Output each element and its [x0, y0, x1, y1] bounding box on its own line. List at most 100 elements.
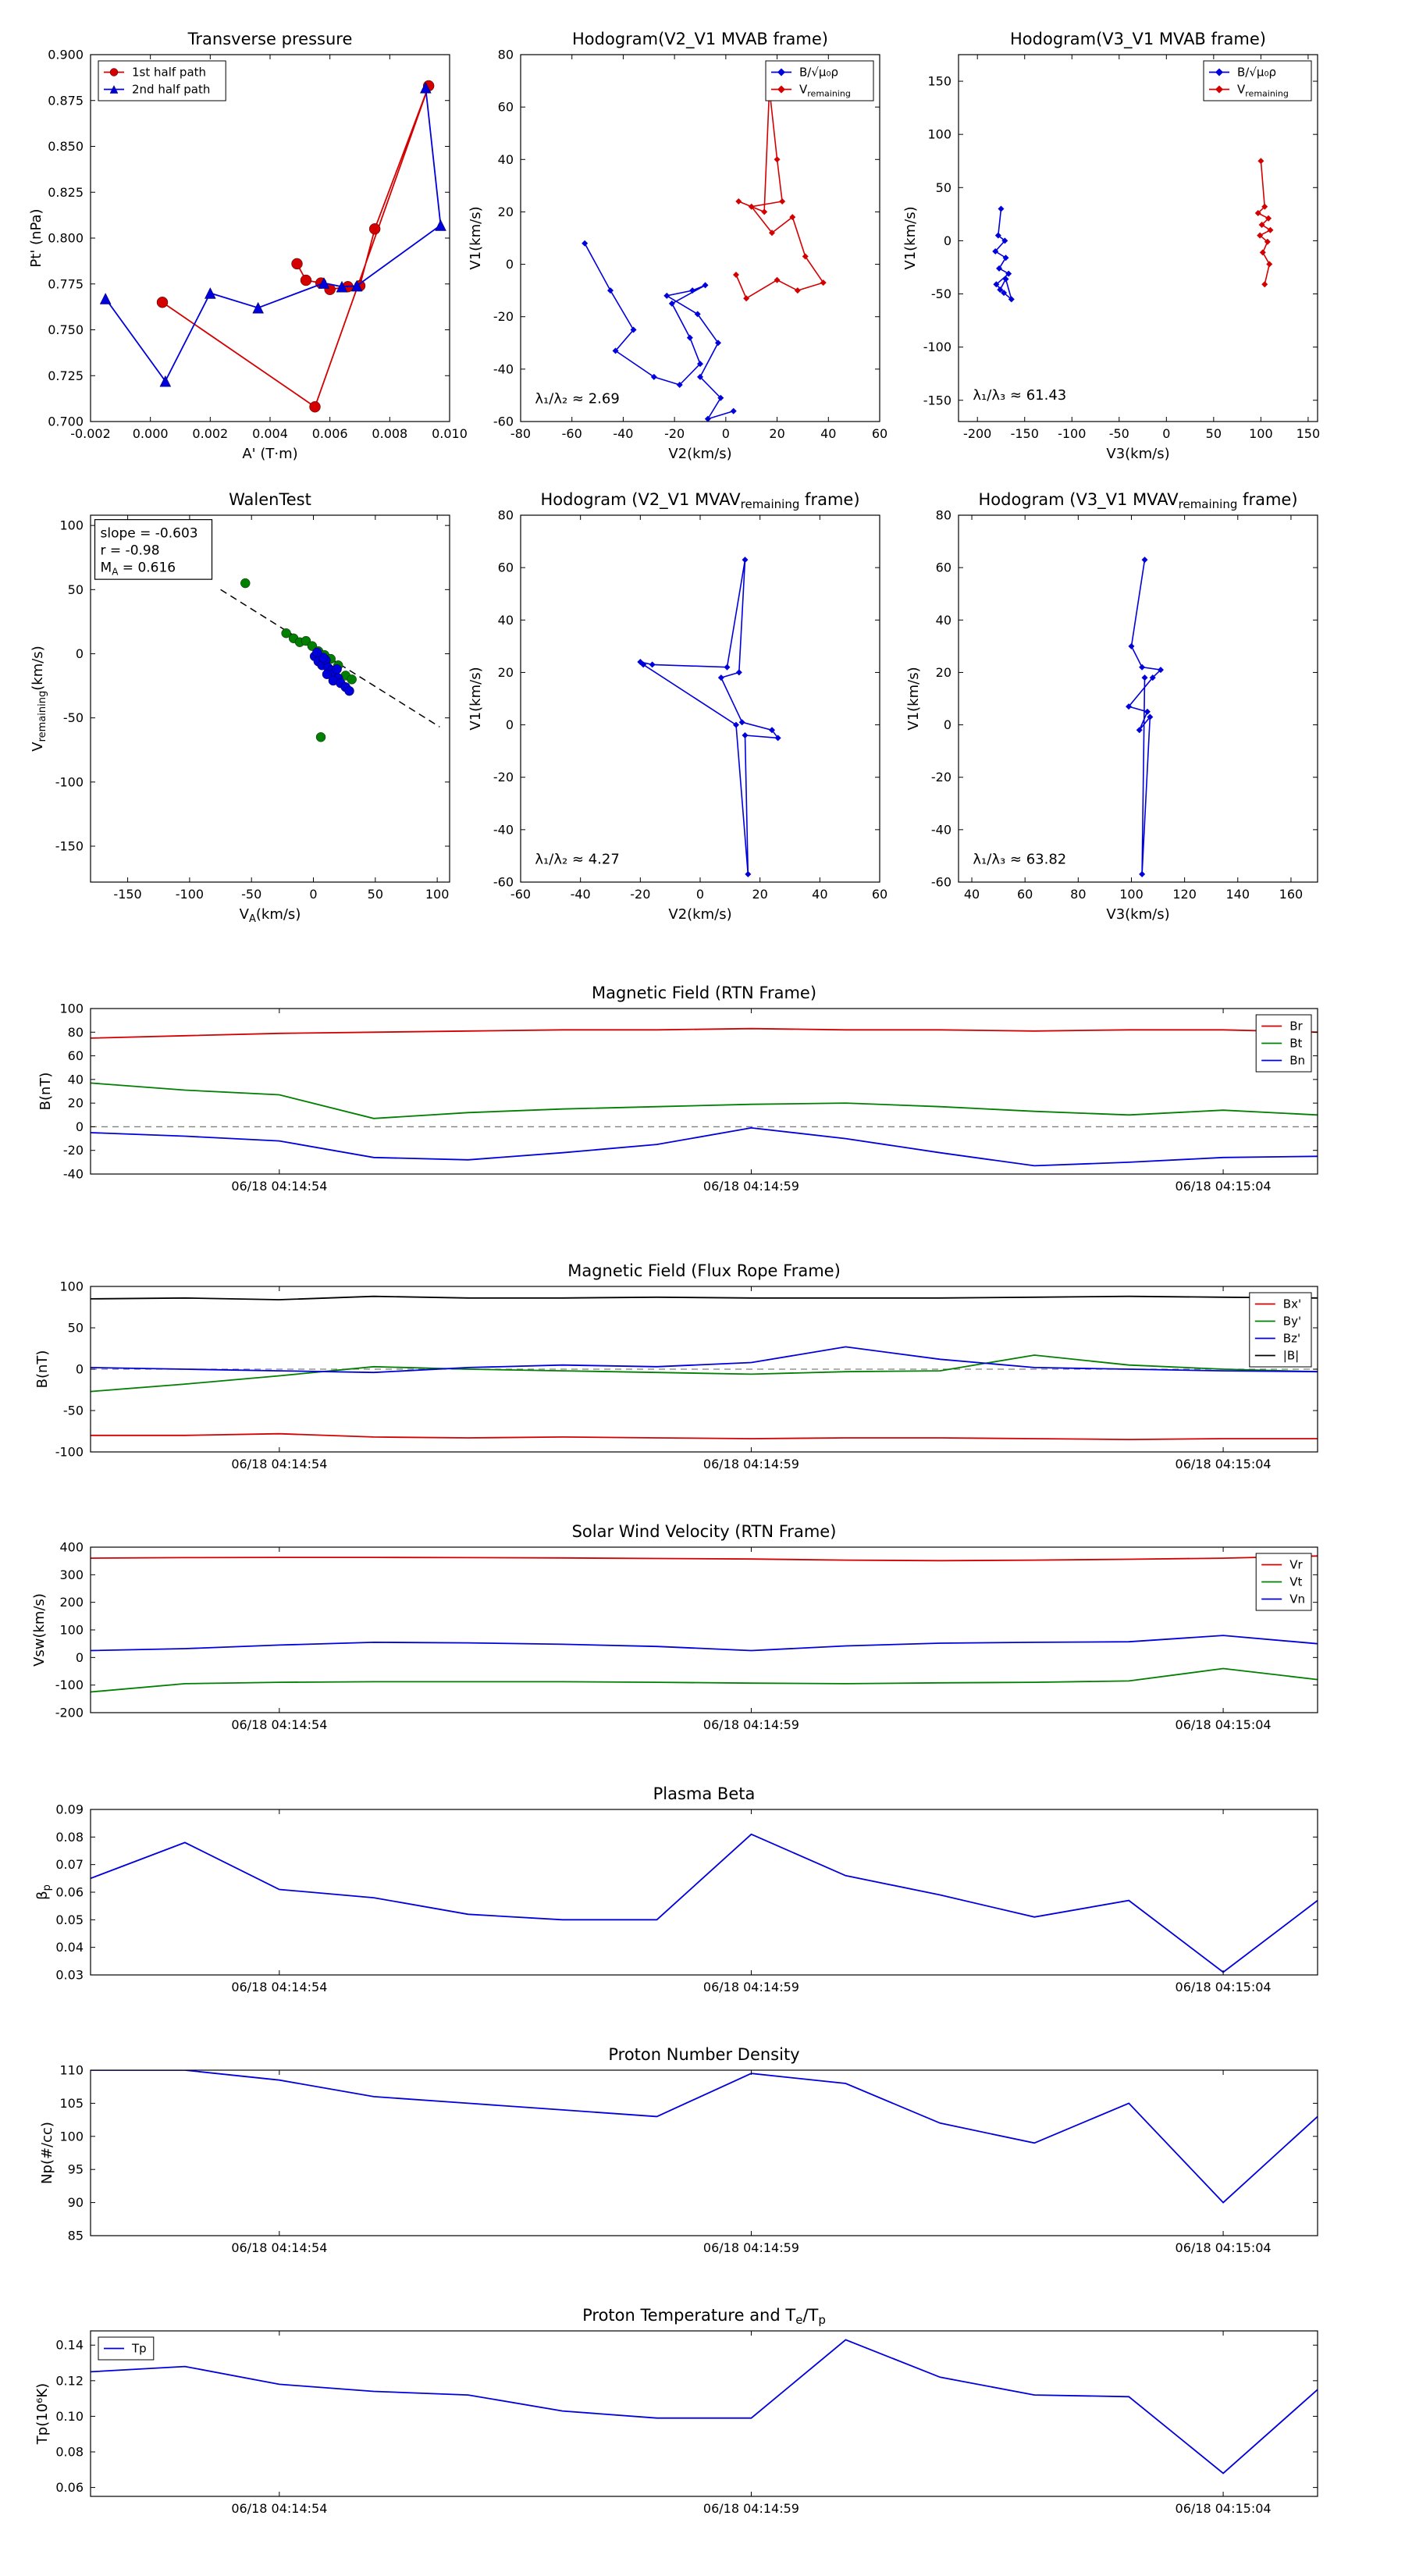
- svg-text:80: 80: [1070, 887, 1086, 902]
- svg-text:Vremaining: Vremaining: [799, 83, 851, 99]
- svg-text:160: 160: [1279, 887, 1304, 902]
- svg-text:0: 0: [722, 426, 730, 441]
- svg-text:Solar Wind Velocity (RTN Frame: Solar Wind Velocity (RTN Frame): [572, 1522, 837, 1541]
- svg-text:80: 80: [498, 48, 514, 62]
- svg-text:λ₁/λ₂ ≈ 2.69: λ₁/λ₂ ≈ 2.69: [535, 391, 619, 407]
- svg-text:-100: -100: [923, 340, 951, 354]
- svg-text:V1(km/s): V1(km/s): [902, 206, 919, 269]
- svg-text:Vt: Vt: [1289, 1575, 1302, 1589]
- svg-text:0: 0: [76, 1362, 84, 1377]
- chart-hodogram-v3v1-mvab: -200 -150 -100 -50 0 50 100 150 -150 -100 -50 0 50 10…: [896, 20, 1329, 464]
- chart-solar-wind-velocity: 06/18 04:14:54 06/18 04:14:59 06/18 04:15:…: [23, 1516, 1335, 1736]
- svg-text:0.002: 0.002: [192, 426, 228, 441]
- svg-text:20: 20: [936, 665, 951, 680]
- svg-text:120: 120: [1172, 887, 1197, 902]
- svg-text:Vremaining: Vremaining: [1237, 83, 1289, 99]
- svg-text:-100: -100: [176, 887, 204, 902]
- svg-text:0.06: 0.06: [55, 2480, 84, 2495]
- svg-text:0.03: 0.03: [55, 1968, 84, 1983]
- svg-text:-100: -100: [55, 1445, 84, 1460]
- svg-text:-40: -40: [493, 822, 514, 837]
- chart-proton-number-density: 06/18 04:14:54 06/18 04:14:59 06/18 04:15:…: [23, 2039, 1335, 2259]
- svg-text:-200: -200: [55, 1706, 84, 1720]
- svg-text:40: 40: [498, 613, 514, 628]
- svg-text:0.004: 0.004: [252, 426, 288, 441]
- svg-text:06/18 04:14:59: 06/18 04:14:59: [703, 1717, 799, 1732]
- svg-text:-50: -50: [241, 887, 261, 902]
- svg-text:Np(#/cc): Np(#/cc): [39, 2122, 55, 2184]
- svg-text:60: 60: [498, 560, 514, 575]
- svg-text:60: 60: [1017, 887, 1033, 902]
- svg-text:-40: -40: [613, 426, 633, 441]
- svg-text:60: 60: [936, 560, 951, 575]
- svg-text:06/18 04:14:59: 06/18 04:14:59: [703, 2240, 799, 2255]
- svg-text:0.09: 0.09: [55, 1802, 84, 1817]
- chart-magnetic-field-rtn: 06/18 04:14:54 06/18 04:14:59 06/18 04:15:…: [23, 977, 1335, 1197]
- svg-text:60: 60: [872, 887, 887, 902]
- svg-text:20: 20: [769, 426, 784, 441]
- svg-text:50: 50: [68, 582, 84, 597]
- svg-text:0.700: 0.700: [48, 415, 84, 429]
- svg-text:-50: -50: [1109, 426, 1129, 441]
- svg-text:06/18 04:15:04: 06/18 04:15:04: [1176, 1980, 1272, 1994]
- svg-text:0.05: 0.05: [55, 1912, 84, 1927]
- svg-text:r = -0.98: r = -0.98: [101, 543, 160, 559]
- svg-text:0.900: 0.900: [48, 48, 84, 62]
- svg-text:0.10: 0.10: [55, 2409, 84, 2424]
- svg-text:-60: -60: [562, 426, 582, 441]
- svg-text:Br: Br: [1289, 1019, 1303, 1034]
- svg-text:110: 110: [59, 2063, 84, 2078]
- svg-text:80: 80: [68, 1025, 84, 1040]
- chart-plasma-beta: 06/18 04:14:54 06/18 04:14:59 06/18 04:15:…: [23, 1778, 1335, 1998]
- svg-text:0.775: 0.775: [48, 276, 84, 291]
- svg-text:λ₁/λ₃ ≈ 61.43: λ₁/λ₃ ≈ 61.43: [973, 387, 1066, 404]
- svg-text:20: 20: [498, 665, 514, 680]
- svg-text:0.08: 0.08: [55, 2445, 84, 2460]
- svg-text:-40: -40: [493, 361, 514, 376]
- svg-text:V2(km/s): V2(km/s): [668, 446, 731, 462]
- svg-text:-40: -40: [931, 822, 951, 837]
- svg-text:Vremaining(km/s): Vremaining(km/s): [30, 646, 48, 751]
- svg-text:-150: -150: [1011, 426, 1039, 441]
- chart-hodogram-v3v1-mvav: 40 60 80 100 120 140 160 -60 -40 -20 0 20 40 60 80 Hodo…: [896, 480, 1329, 925]
- svg-text:Plasma Beta: Plasma Beta: [653, 1784, 756, 1803]
- svg-text:150: 150: [1297, 426, 1321, 441]
- svg-text:Proton Number Density: Proton Number Density: [608, 2045, 799, 2064]
- svg-text:06/18 04:14:59: 06/18 04:14:59: [703, 1179, 799, 1194]
- svg-text:50: 50: [1206, 426, 1222, 441]
- chart-hodogram-v2v1-mvav: -60 -40 -20 0 20 40 60 -60 -40 -20 0 20 40 60 80 Hodogr…: [458, 480, 891, 925]
- svg-text:-20: -20: [664, 426, 685, 441]
- svg-text:0: 0: [944, 717, 951, 732]
- svg-text:WalenTest: WalenTest: [229, 490, 311, 509]
- svg-text:0: 0: [76, 1650, 84, 1665]
- chart-proton-temperature: 06/18 04:14:54 06/18 04:14:59 06/18 04:15:…: [23, 2300, 1335, 2520]
- svg-text:-20: -20: [63, 1143, 84, 1158]
- svg-text:-60: -60: [493, 415, 514, 429]
- svg-text:0: 0: [309, 887, 317, 902]
- svg-text:Bx': Bx': [1283, 1297, 1301, 1311]
- svg-text:B/√μ₀ρ: B/√μ₀ρ: [1237, 66, 1276, 80]
- svg-text:By': By': [1283, 1315, 1301, 1329]
- svg-text:Proton Temperature and Te/Tp: Proton Temperature and Te/Tp: [582, 2306, 826, 2327]
- svg-text:Pt' (nPa): Pt' (nPa): [28, 208, 44, 267]
- svg-text:105: 105: [59, 2096, 84, 2111]
- svg-text:Bn: Bn: [1289, 1054, 1305, 1068]
- svg-text:0.14: 0.14: [55, 2338, 84, 2353]
- chart-transverse-pressure: -0.002 0.000 0.002 0.004 0.006 0.008 0.010 0.70…: [28, 20, 468, 464]
- svg-text:V2(km/s): V2(km/s): [668, 906, 731, 923]
- svg-text:Tp(10⁶K): Tp(10⁶K): [34, 2383, 51, 2445]
- svg-text:Tp: Tp: [131, 2342, 147, 2356]
- svg-text:0.750: 0.750: [48, 322, 84, 337]
- svg-text:0.06: 0.06: [55, 1885, 84, 1900]
- svg-text:20: 20: [68, 1096, 84, 1111]
- svg-text:0.850: 0.850: [48, 139, 84, 154]
- svg-text:0: 0: [506, 717, 514, 732]
- svg-text:0: 0: [76, 1119, 84, 1134]
- svg-text:06/18 04:14:59: 06/18 04:14:59: [703, 1980, 799, 1994]
- svg-text:λ₁/λ₂ ≈ 4.27: λ₁/λ₂ ≈ 4.27: [535, 852, 619, 868]
- svg-text:Bt: Bt: [1289, 1037, 1302, 1051]
- svg-text:0.875: 0.875: [48, 93, 84, 108]
- svg-text:60: 60: [68, 1048, 84, 1063]
- svg-text:B(nT): B(nT): [37, 1073, 54, 1111]
- svg-text:06/18 04:14:59: 06/18 04:14:59: [703, 2501, 799, 2516]
